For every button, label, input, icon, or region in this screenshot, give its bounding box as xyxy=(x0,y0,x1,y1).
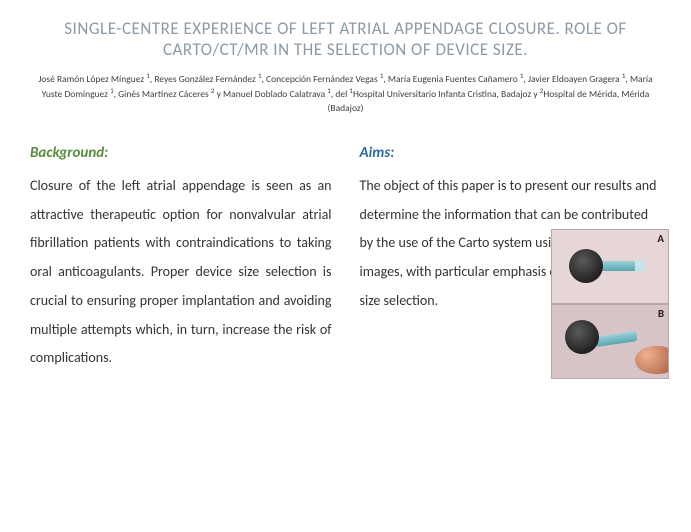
photo-label-b: B xyxy=(658,307,664,320)
column-right: Aims: The object of this paper is to pre… xyxy=(360,144,662,373)
photo-label-a: A xyxy=(657,232,664,245)
authors-line: José Ramón López Mínguez 1, Reyes Gonzál… xyxy=(30,71,661,117)
poster-title: SINGLE-CENTRE EXPERIENCE OF LEFT ATRIAL … xyxy=(30,18,661,61)
background-heading: Background: xyxy=(30,144,332,162)
device-photo-stack: A B xyxy=(551,229,669,379)
poster-page: SINGLE-CENTRE EXPERIENCE OF LEFT ATRIAL … xyxy=(0,0,691,532)
aims-heading: Aims: xyxy=(360,144,662,162)
device-photo-a: A xyxy=(551,229,669,304)
column-left: Background: Closure of the left atrial a… xyxy=(30,144,332,373)
device-illustration-a xyxy=(565,241,655,291)
device-photo-b: B xyxy=(551,304,669,379)
content-columns: Background: Closure of the left atrial a… xyxy=(30,144,661,373)
device-illustration-b xyxy=(565,316,655,366)
background-text: Closure of the left atrial appendage is … xyxy=(30,172,332,373)
